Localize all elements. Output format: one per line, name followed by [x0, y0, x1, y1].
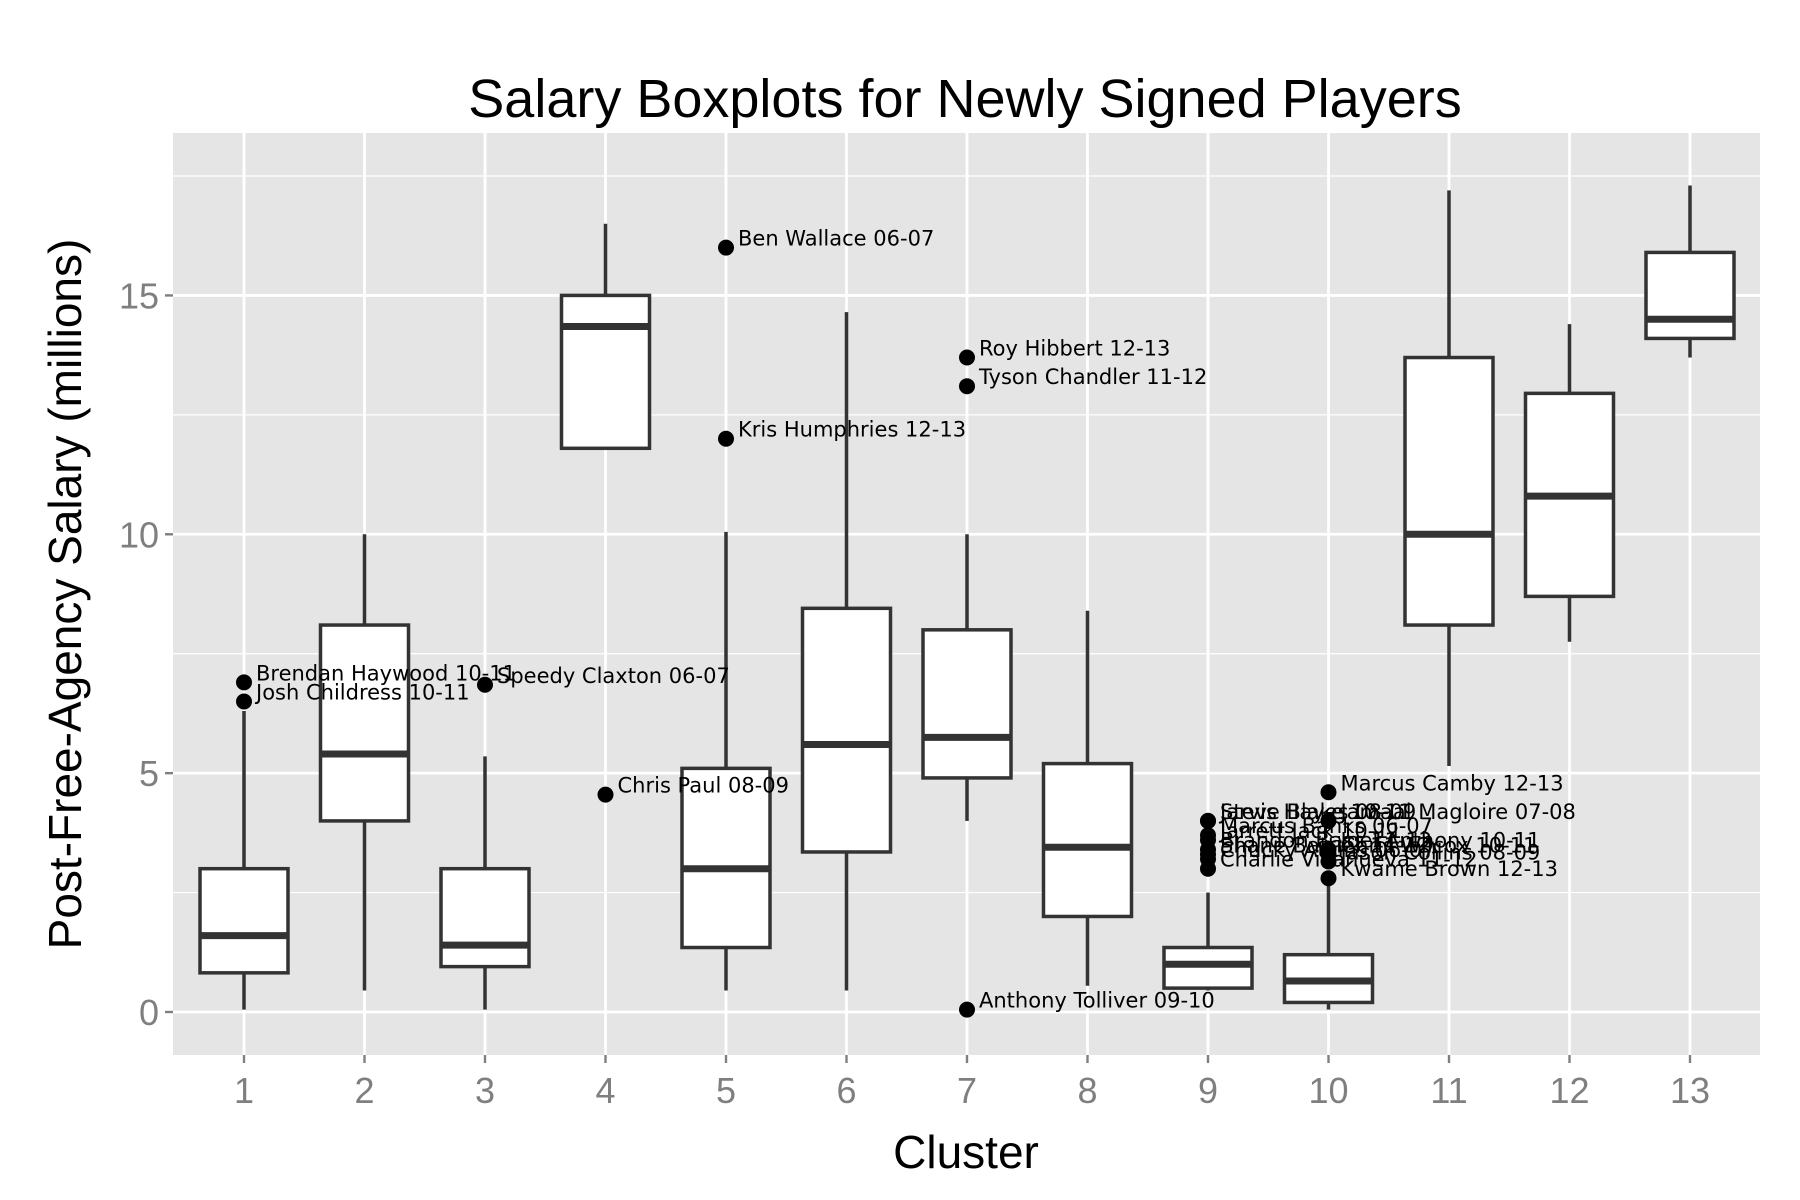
x-tick-label: 8	[1077, 1070, 1097, 1111]
outlier-point	[236, 693, 252, 710]
box-cluster-3	[439, 756, 531, 1010]
x-axis-title: Cluster	[893, 1126, 1039, 1178]
outlier-label: Steve Blake 10-11	[1220, 800, 1412, 824]
x-tick-label: 5	[716, 1070, 736, 1111]
x-tick-label: 4	[595, 1070, 615, 1111]
outlier-point	[1320, 853, 1337, 870]
outlier-point	[718, 430, 734, 447]
outlier-point	[1320, 784, 1337, 801]
outlier-point	[597, 786, 614, 803]
outlier-label: Kris Humphries 12-13	[738, 418, 966, 442]
box-iqr	[318, 623, 411, 823]
box-cluster-12	[1523, 324, 1616, 642]
y-tick-label: 10	[119, 514, 159, 555]
outlier-label: Chris Wilcox 10-11	[1341, 833, 1537, 857]
boxes	[198, 185, 1736, 1010]
box-cluster-13	[1644, 185, 1736, 358]
box-iqr	[198, 866, 290, 975]
x-tick-label: 12	[1549, 1070, 1589, 1111]
outlier-point	[236, 674, 252, 691]
box-iqr	[1041, 761, 1134, 919]
x-tick-label: 9	[1198, 1070, 1218, 1111]
outlier-point	[1320, 812, 1337, 829]
box-iqr	[559, 293, 652, 451]
box-iqr	[800, 606, 893, 854]
outlier-point	[959, 1001, 975, 1018]
box-iqr	[1403, 355, 1495, 627]
x-tick-label: 2	[354, 1070, 374, 1111]
box-cluster-5	[680, 531, 772, 991]
outlier-point	[718, 239, 734, 256]
box-cluster-1	[198, 711, 290, 1010]
x-tick-label: 1	[234, 1070, 254, 1111]
outlier-point	[1200, 812, 1216, 829]
y-tick-label: 15	[119, 275, 159, 316]
outlier-point	[1200, 860, 1216, 877]
outlier-label: Speedy Claxton 06-07	[497, 664, 730, 688]
box-cluster-7	[921, 534, 1013, 821]
outlier-point	[1320, 870, 1337, 887]
y-tick-label: 0	[139, 992, 159, 1033]
box-iqr	[439, 866, 531, 969]
y-axis-title: Post-Free-Agency Salary (millions)	[39, 239, 91, 950]
box-iqr	[921, 628, 1013, 780]
box-cluster-2	[318, 534, 411, 991]
y-axis: 0 5 10 15	[119, 275, 173, 1033]
box-cluster-8	[1041, 610, 1134, 986]
x-tick-label: 6	[836, 1070, 856, 1111]
outlier-label: Chris Paul 08-09	[618, 774, 790, 798]
outlier-label: Ben Wallace 06-07	[738, 227, 934, 251]
outlier-label: Anthony Tolliver 09-10	[979, 989, 1215, 1013]
x-tick-label: 3	[475, 1070, 495, 1111]
box-iqr	[1162, 945, 1254, 990]
outlier-point	[477, 676, 493, 693]
x-axis: 1 2 3 4 5 6 7 8 9 10 11 12 13	[234, 1055, 1710, 1111]
x-tick-label: 11	[1430, 1070, 1467, 1111]
x-tick-label: 10	[1308, 1070, 1348, 1111]
y-tick-label: 5	[139, 753, 159, 794]
outlier-label: Roy Hibbert 12-13	[979, 337, 1170, 361]
chart-title: Salary Boxplots for Newly Signed Players	[468, 69, 1461, 129]
box-cluster-4	[559, 223, 652, 451]
outlier-label: Jamaal Magloire 07-08	[1339, 800, 1576, 824]
box-cluster-11	[1403, 190, 1495, 766]
outlier-label: Tyson Chandler 11-12	[978, 365, 1207, 389]
box-iqr	[1644, 250, 1736, 341]
outlier-label: Charlie Villanueva 11-12	[1220, 848, 1478, 872]
box-cluster-6	[800, 312, 893, 991]
outlier-label: Josh Childress 10-11	[254, 680, 470, 704]
box-cluster-10	[1282, 883, 1375, 1010]
outlier-label: Jason Collins 08-09	[1339, 841, 1541, 865]
outlier-label: Kwame Brown 12-13	[1341, 857, 1558, 881]
outlier-point	[959, 349, 975, 366]
outlier-label: Brendan Haywood 10-11	[256, 661, 516, 685]
x-tick-label: 7	[957, 1070, 977, 1111]
outlier-label: Marcus Camby 12-13	[1341, 771, 1564, 795]
outlier-label: Jarrett Jack 10-11	[1218, 819, 1402, 843]
box-iqr	[680, 766, 772, 950]
outlier-label: Joel Anthony 10-11	[1339, 829, 1541, 853]
x-tick-label: 13	[1670, 1070, 1710, 1111]
outlier-point	[959, 378, 975, 395]
outlier-label: Jarvis Hayes 08-09	[1218, 800, 1416, 824]
box-cluster-9	[1162, 892, 1254, 991]
